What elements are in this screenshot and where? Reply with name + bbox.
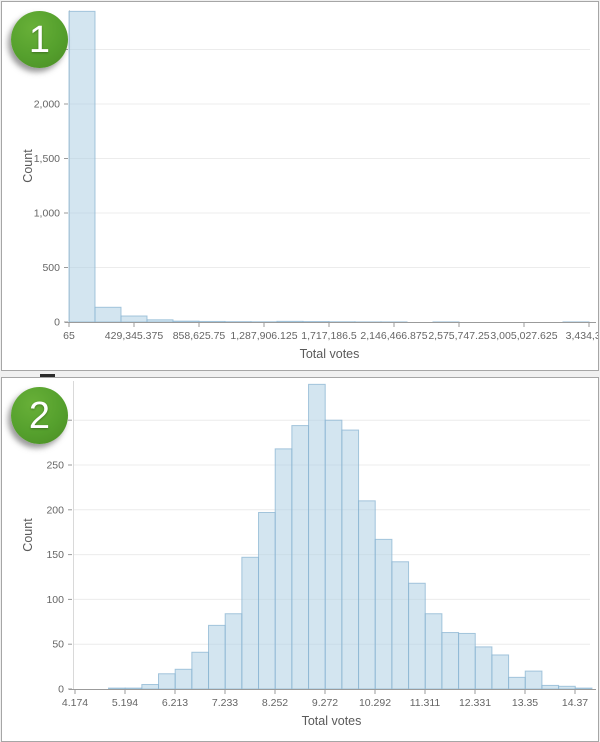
histogram-bar xyxy=(174,668,193,690)
histogram-bar xyxy=(541,684,560,690)
y-axis-title: Count xyxy=(21,149,35,183)
histogram-bar xyxy=(172,320,200,323)
histogram-bar xyxy=(308,383,326,690)
y-tick-label: 150 xyxy=(46,549,64,561)
y-tick-label: 0 xyxy=(54,317,60,329)
histogram-bar xyxy=(291,425,310,690)
histogram-bar xyxy=(558,685,576,690)
histogram-bar xyxy=(198,320,226,323)
x-tick-label: 13.35 xyxy=(512,697,538,709)
x-tick-label: 2,575,747.25 xyxy=(428,330,489,342)
x-tick-label: 429,345.375 xyxy=(105,330,164,342)
x-axis-title: Total votes xyxy=(302,714,362,728)
histogram-bar xyxy=(341,429,360,690)
x-tick-label: 3,434,308 xyxy=(566,330,598,342)
histogram-bar xyxy=(68,10,96,323)
histogram-chart-2: 4.174 5.194 6.213 7.233 8.252 9.272 10.292 11.3… xyxy=(21,381,596,728)
histogram-bar xyxy=(158,673,176,690)
histogram-chart-1: 65 429,345.375 858,625.75 1,287,906.125 1,71… xyxy=(21,10,598,361)
x-tick-label: 6.213 xyxy=(162,697,188,709)
y-tick-label: 1,500 xyxy=(34,153,60,165)
histogram-bar xyxy=(224,613,243,690)
x-tick-label: 8.252 xyxy=(262,697,288,709)
histogram-bar xyxy=(508,676,526,690)
histogram-bar xyxy=(276,320,304,323)
histogram-bar xyxy=(108,687,126,690)
y-tick-label: 200 xyxy=(46,504,64,516)
histogram-panel-2: 2 4.174 5.194 6.213 7.233 8.252 9.272 10.292 11… xyxy=(1,377,599,742)
x-tick-label: 65 xyxy=(63,330,75,342)
histogram-bar xyxy=(574,687,593,690)
histogram-bar xyxy=(491,654,510,690)
histogram-bar xyxy=(94,306,122,323)
histogram-bar xyxy=(424,613,443,690)
x-tick-label: 10.292 xyxy=(359,697,391,709)
histogram-bar xyxy=(391,561,410,690)
x-tick-label: 11.311 xyxy=(410,697,441,709)
x-tick-label: 3,005,027.625 xyxy=(490,330,557,342)
histogram-bar xyxy=(258,511,276,690)
histogram-bar xyxy=(191,651,210,690)
x-tick-label: 9.272 xyxy=(312,697,338,709)
histogram-bar xyxy=(241,556,260,690)
histogram-bar xyxy=(274,448,293,690)
x-tick-label: 1,717,186.5 xyxy=(301,330,357,342)
x-tick-label: 1,287,906.125 xyxy=(230,330,297,342)
histogram-bar xyxy=(358,500,376,690)
x-tick-label: 4.174 xyxy=(62,697,88,709)
histogram-bar xyxy=(324,419,343,690)
x-axis-title: Total votes xyxy=(300,347,360,361)
histogram-panel-1: 1 65 429,345.375 858,625.75 1,287,906.125 1,… xyxy=(1,1,599,371)
x-tick-label: 7.233 xyxy=(212,697,238,709)
step-badge-2: 2 xyxy=(11,387,68,444)
x-tick-label: 14.37 xyxy=(562,697,588,709)
histogram-bar xyxy=(120,315,148,323)
y-tick-label: 500 xyxy=(42,262,60,274)
x-tick-label: 858,625.75 xyxy=(173,330,226,342)
histogram-bar xyxy=(474,646,493,690)
y-tick-label: 50 xyxy=(52,639,64,651)
step-badge-1: 1 xyxy=(11,11,68,68)
histogram-bar xyxy=(374,538,393,690)
histogram-bar xyxy=(458,632,476,690)
histogram-bar xyxy=(208,624,226,690)
x-tick-label: 2,146,466.875 xyxy=(360,330,427,342)
y-tick-label: 0 xyxy=(58,684,64,696)
histogram-bar xyxy=(146,319,174,323)
y-tick-label: 2,000 xyxy=(34,99,60,111)
histogram-bar xyxy=(524,670,543,690)
histogram-bar xyxy=(141,684,160,690)
stray-dark-dash xyxy=(40,374,55,377)
histogram-bar xyxy=(441,632,460,690)
x-tick-label: 12.331 xyxy=(459,697,491,709)
y-tick-label: 1,000 xyxy=(34,208,60,220)
histogram-bar xyxy=(408,582,426,690)
x-tick-label: 5.194 xyxy=(112,697,138,709)
y-tick-label: 100 xyxy=(46,594,64,606)
histogram-bar xyxy=(124,687,143,690)
y-tick-label: 250 xyxy=(46,460,64,472)
y-axis-title: Count xyxy=(21,518,35,552)
